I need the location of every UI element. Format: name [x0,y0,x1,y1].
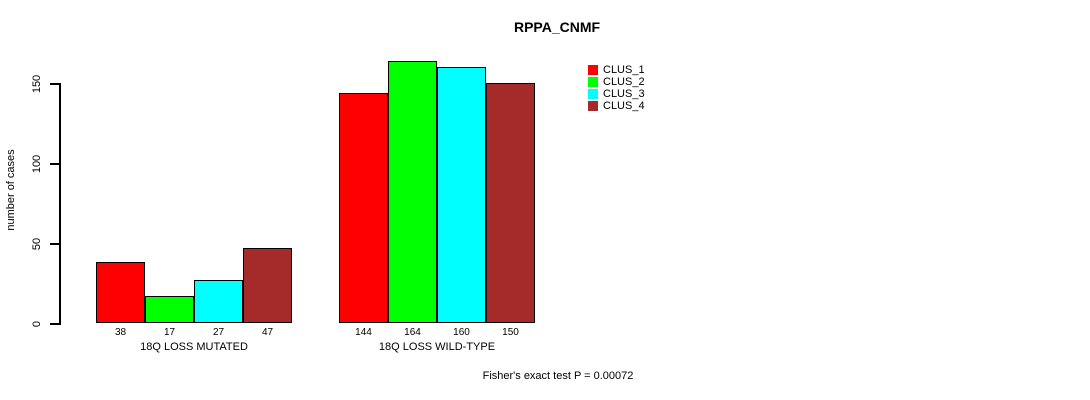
y-axis-title: number of cases [5,149,17,231]
y-tick-label: 0 [31,320,43,327]
bar-value-label: 27 [212,327,225,338]
bar-value-label: 144 [355,327,372,338]
bar-clus_3-1 [194,279,243,323]
bar-value-label: 38 [114,327,127,338]
bar-clus_1-1 [96,262,145,323]
legend-label: CLUS_4 [603,100,645,112]
legend-swatch-clus_1 [588,65,598,75]
fisher-test-annotation: Fisher's exact test P = 0.00072 [482,370,634,382]
bar-value-label: 150 [502,327,519,338]
bar-value-label: 47 [261,327,274,338]
y-tick-mark [50,243,60,245]
y-tick-label: 150 [31,74,43,93]
legend-swatch-clus_2 [588,77,598,87]
y-tick-mark [50,83,60,85]
y-tick-mark [50,163,60,165]
bar-value-label: 160 [453,327,470,338]
legend-swatch-clus_4 [588,101,598,111]
y-axis-line [59,83,61,325]
category-label: 18Q LOSS MUTATED [140,341,248,353]
bar-clus_2-2 [388,60,437,323]
bar-clus_4-1 [243,247,292,323]
legend-label: CLUS_3 [603,88,645,100]
legend-label: CLUS_1 [603,64,645,76]
y-tick-mark [50,323,60,325]
y-tick-label: 50 [31,237,43,250]
bar-value-label: 17 [163,327,176,338]
bar-clus_1-2 [339,92,388,323]
legend-swatch-clus_3 [588,89,598,99]
bar-value-label: 164 [404,327,421,338]
category-label: 18Q LOSS WILD-TYPE [378,341,496,353]
bar-clus_2-1 [145,295,194,323]
bar-clus_4-2 [486,83,535,323]
y-tick-label: 100 [31,154,43,173]
chart-title: RPPA_CNMF [513,19,601,35]
legend-label: CLUS_2 [603,76,645,88]
bar-clus_3-2 [437,67,486,323]
